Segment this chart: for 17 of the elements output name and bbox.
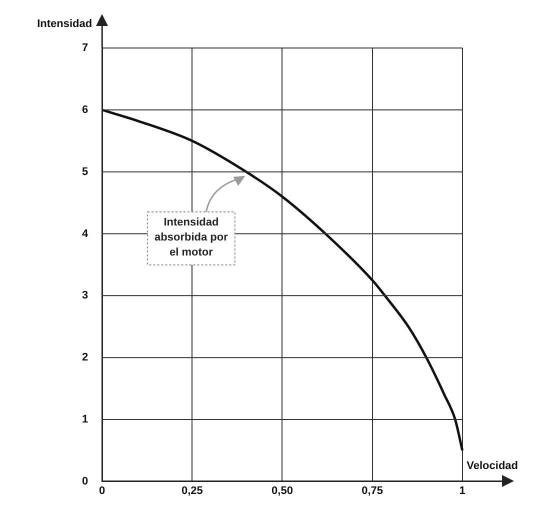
y-tick-label: 1 xyxy=(82,414,88,426)
y-tick-label: 7 xyxy=(82,42,88,54)
x-tick-label: 0,50 xyxy=(272,485,293,498)
x-tick-label: 0,25 xyxy=(181,485,203,498)
y-axis-title: Intensidad xyxy=(37,18,92,30)
x-tick-label: 0,75 xyxy=(362,485,384,498)
y-tick-label: 2 xyxy=(82,352,88,364)
line-series xyxy=(102,108,464,452)
x-tick-label: 0 xyxy=(99,485,106,498)
y-tick-label: 4 xyxy=(82,228,89,240)
annotation: Intensidad absorbida por el motor xyxy=(154,216,229,258)
x-axis-title: Velocidad xyxy=(466,460,518,472)
x-tick-label: 1 xyxy=(459,485,466,498)
y-tick-label: 5 xyxy=(82,166,88,178)
y-tick-label: 0 xyxy=(82,475,88,488)
y-tick-label: 6 xyxy=(82,104,88,116)
y-tick-label: 3 xyxy=(82,290,88,302)
